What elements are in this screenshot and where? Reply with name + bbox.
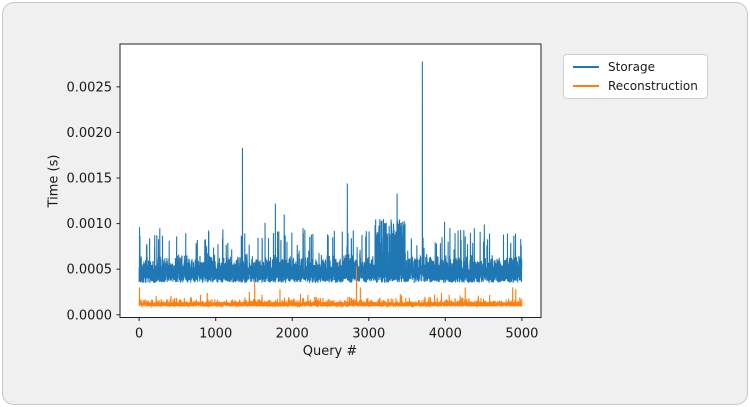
legend-item-storage: Storage: [573, 60, 698, 74]
y-tick-label: 0.0020: [67, 126, 113, 141]
x-tick-label: 4000: [429, 327, 462, 342]
storage-series-line: [138, 61, 523, 284]
legend-label-reconstruction: Reconstruction: [608, 79, 698, 93]
legend-item-reconstruction: Reconstruction: [573, 79, 698, 93]
reconstruction-line-swatch: [573, 85, 599, 87]
x-tick-label: 3000: [352, 327, 385, 342]
reconstruction-series-line: [138, 266, 523, 309]
y-tick-label: 0.0005: [67, 263, 113, 278]
x-tick-label: 5000: [505, 327, 538, 342]
x-tick-label: 0: [135, 327, 143, 342]
legend-label-storage: Storage: [608, 60, 655, 74]
legend: Storage Reconstruction: [563, 54, 708, 99]
y-tick-label: 0.0010: [67, 217, 113, 232]
y-tick-label: 0.0025: [67, 80, 113, 95]
y-axis-label: Time (s): [46, 154, 62, 208]
y-tick-label: 0.0015: [67, 172, 113, 187]
y-tick-label: 0.0000: [67, 308, 113, 323]
x-tick-label: 2000: [276, 327, 309, 342]
axes-spines: [119, 43, 542, 318]
storage-line-swatch: [573, 66, 599, 68]
x-tick-label: 1000: [199, 327, 232, 342]
x-axis-label: Query #: [302, 344, 358, 359]
